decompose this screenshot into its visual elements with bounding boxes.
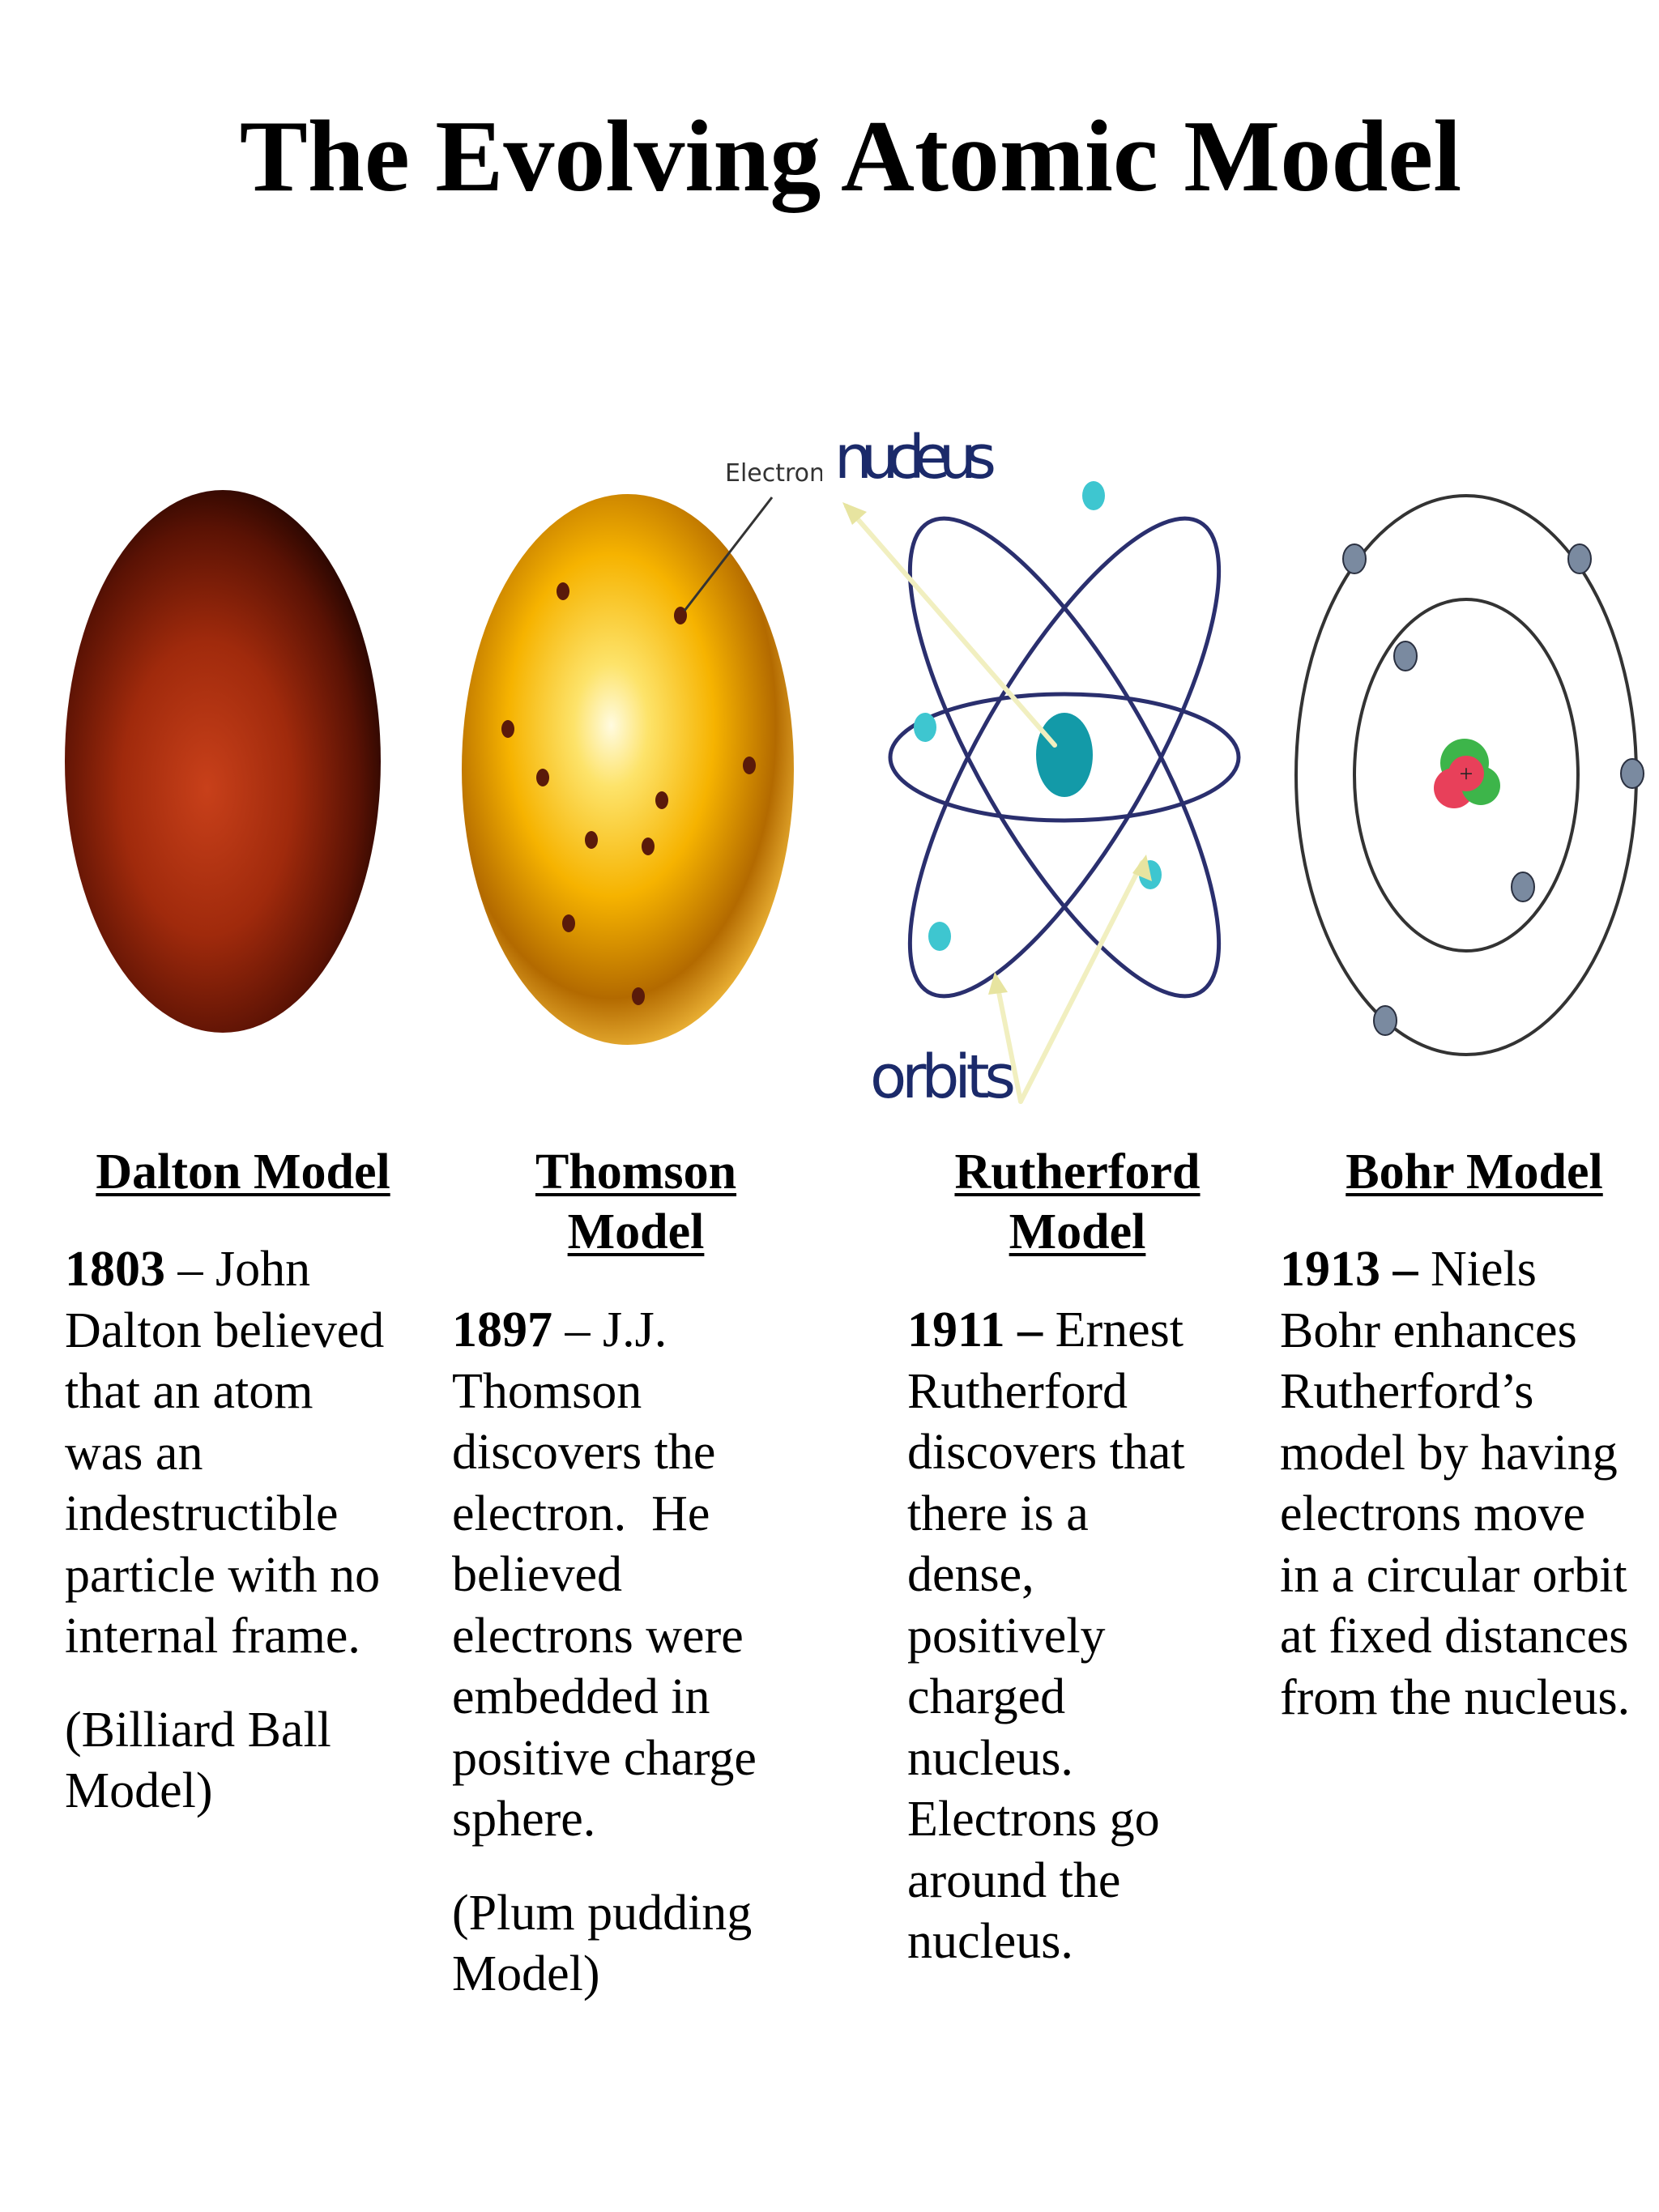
thomson-description: 1897 – J.J. Thomson discovers the electr… xyxy=(452,1300,757,2005)
bohr-line: model by having xyxy=(1280,1425,1618,1481)
bohr-nucleus: + xyxy=(1434,739,1500,808)
rutherford-line: around the xyxy=(907,1852,1121,1908)
bohr-model-figure: + xyxy=(1294,494,1644,1056)
thomson-model-figure: Electron xyxy=(462,459,822,1045)
thomson-heading-line: Thomson xyxy=(535,1144,737,1200)
nucleus-label: nucleus xyxy=(834,423,996,492)
dalton-description: 1803 – John Dalton believed that an atom… xyxy=(65,1239,384,1822)
thomson-line: electron. He xyxy=(452,1485,710,1541)
rutherford-electrons xyxy=(914,481,1162,951)
dalton-year: 1803 xyxy=(65,1242,165,1297)
dalton-sphere xyxy=(65,490,381,1033)
dalton-line: indestructible xyxy=(65,1486,339,1541)
rutherford-line: dense, xyxy=(907,1547,1034,1602)
rutherford-line: nucleus. xyxy=(907,1730,1073,1786)
rutherford-line: charged xyxy=(907,1669,1066,1724)
thomson-line: 1897 – J.J. xyxy=(452,1302,667,1357)
thomson-note: (Plum pudding Model) xyxy=(452,1885,753,2002)
bohr-line: Rutherford’s xyxy=(1280,1364,1534,1419)
bohr-heading: Bohr Model xyxy=(1346,1144,1603,1200)
electron-label: Electron xyxy=(725,459,822,488)
rutherford-heading: Rutherford Model xyxy=(915,1142,1239,1262)
rutherford-line: Rutherford xyxy=(907,1363,1128,1419)
dalton-line: was an xyxy=(65,1425,203,1481)
thomson-line: positive charge xyxy=(452,1730,757,1786)
rutherford-description: 1911 – Ernest Rutherford discovers that … xyxy=(907,1300,1185,1973)
thomson-year: 1897 xyxy=(452,1302,552,1357)
thomson-heading-line: Model xyxy=(567,1204,705,1259)
svg-text:+: + xyxy=(1460,761,1473,787)
bohr-line: from the nucleus. xyxy=(1280,1669,1631,1725)
dalton-note: (Billiard Ball Model) xyxy=(65,1702,331,1819)
thomson-sphere xyxy=(462,494,794,1045)
thomson-line: discovers the xyxy=(452,1425,716,1480)
rutherford-line: there is a xyxy=(907,1485,1089,1541)
thomson-line: Thomson xyxy=(452,1363,642,1419)
dalton-line: Dalton believed xyxy=(65,1302,385,1358)
thomson-line: sphere. xyxy=(452,1792,596,1847)
rutherford-line: discovers that xyxy=(907,1425,1185,1480)
bohr-line: 1913 – Niels xyxy=(1280,1242,1537,1297)
rutherford-nucleus xyxy=(1036,713,1093,797)
rutherford-heading-line: Rutherford xyxy=(954,1144,1201,1200)
rutherford-line: 1911 – Ernest xyxy=(907,1302,1183,1357)
rutherford-model-figure: nucleus orbits xyxy=(834,423,1241,1112)
thomson-line: embedded in xyxy=(452,1669,710,1724)
page-title: The Evolving Atomic Model xyxy=(239,100,1462,213)
bohr-line: in a circular orbit xyxy=(1280,1547,1627,1603)
thomson-heading: Thomson Model xyxy=(474,1142,798,1262)
bohr-line: electrons move xyxy=(1280,1486,1586,1541)
bohr-line: at fixed distances xyxy=(1280,1609,1629,1664)
rutherford-heading-line: Model xyxy=(1009,1204,1146,1259)
dalton-line: internal frame. xyxy=(65,1609,360,1664)
rutherford-orbits xyxy=(888,516,1241,999)
rutherford-line: nucleus. xyxy=(907,1914,1073,1969)
bohr-description: 1913 – Niels Bohr enhances Rutherford’s … xyxy=(1280,1239,1659,1728)
dalton-heading: Dalton Model xyxy=(96,1144,390,1200)
rutherford-year: 1911 – xyxy=(907,1302,1043,1357)
rutherford-line: positively xyxy=(907,1608,1106,1664)
thomson-line: believed xyxy=(452,1547,623,1602)
dalton-line: 1803 – John xyxy=(65,1242,311,1297)
bohr-line: Bohr enhances xyxy=(1280,1302,1577,1358)
bohr-electrons xyxy=(1342,543,1644,1036)
dalton-line: that an atom xyxy=(65,1364,313,1419)
dalton-line: particle with no xyxy=(65,1547,381,1603)
bohr-year: 1913 – xyxy=(1280,1242,1418,1297)
thomson-electrons xyxy=(501,582,756,1005)
rutherford-arrows xyxy=(844,504,1145,1104)
thomson-line: electrons were xyxy=(452,1608,744,1664)
orbits-label: orbits xyxy=(870,1042,1016,1112)
rutherford-line: Electrons go xyxy=(907,1792,1160,1847)
dalton-model-figure xyxy=(65,490,381,1033)
